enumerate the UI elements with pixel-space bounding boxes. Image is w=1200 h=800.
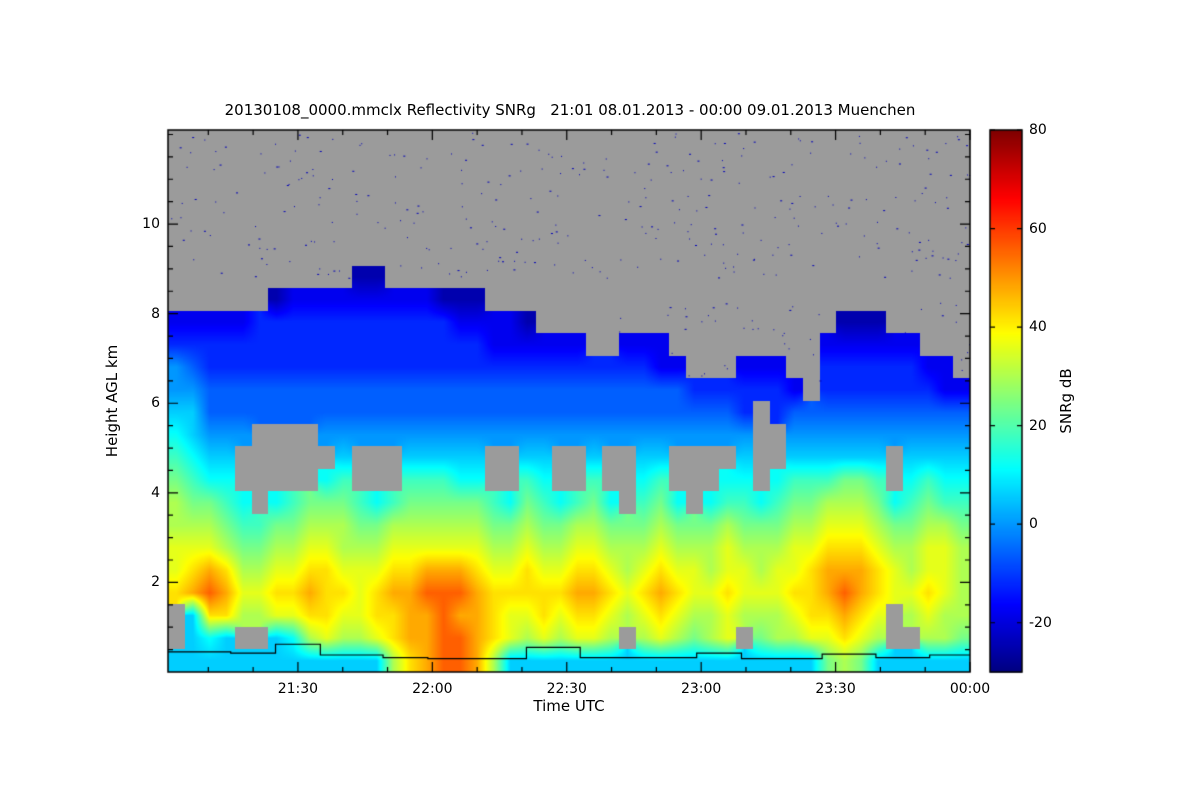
colorbar-tick-label: -20 [1029, 614, 1052, 631]
y-tick-label: 8 [151, 305, 160, 322]
x-tick-label: 23:00 [680, 681, 722, 697]
chart-title: 20130108_0000.mmclx Reflectivity SNRg 21… [224, 101, 916, 119]
y-tick-label: 2 [151, 574, 160, 591]
x-tick-label: 22:30 [546, 681, 587, 697]
colorbar-tick-label: 80 [1029, 122, 1047, 138]
x-tick-label: 00:00 [949, 681, 991, 697]
x-tick-label: 22:00 [412, 681, 453, 697]
x-tick-label: 21:30 [277, 681, 319, 697]
colorbar-label: SNRg dB [1057, 368, 1075, 434]
x-axis-label: Time UTC [533, 697, 605, 715]
colorbar-tick-label: 0 [1029, 516, 1038, 533]
colorbar-tick-label: 60 [1029, 220, 1047, 237]
colorbar-tick-label: 40 [1029, 319, 1047, 336]
y-tick-label: 4 [151, 484, 160, 501]
y-tick-label: 10 [142, 216, 160, 233]
colorbar-tick-label: 20 [1029, 417, 1047, 434]
x-tick-label: 23:30 [815, 681, 856, 697]
y-tick-label: 6 [151, 395, 160, 412]
